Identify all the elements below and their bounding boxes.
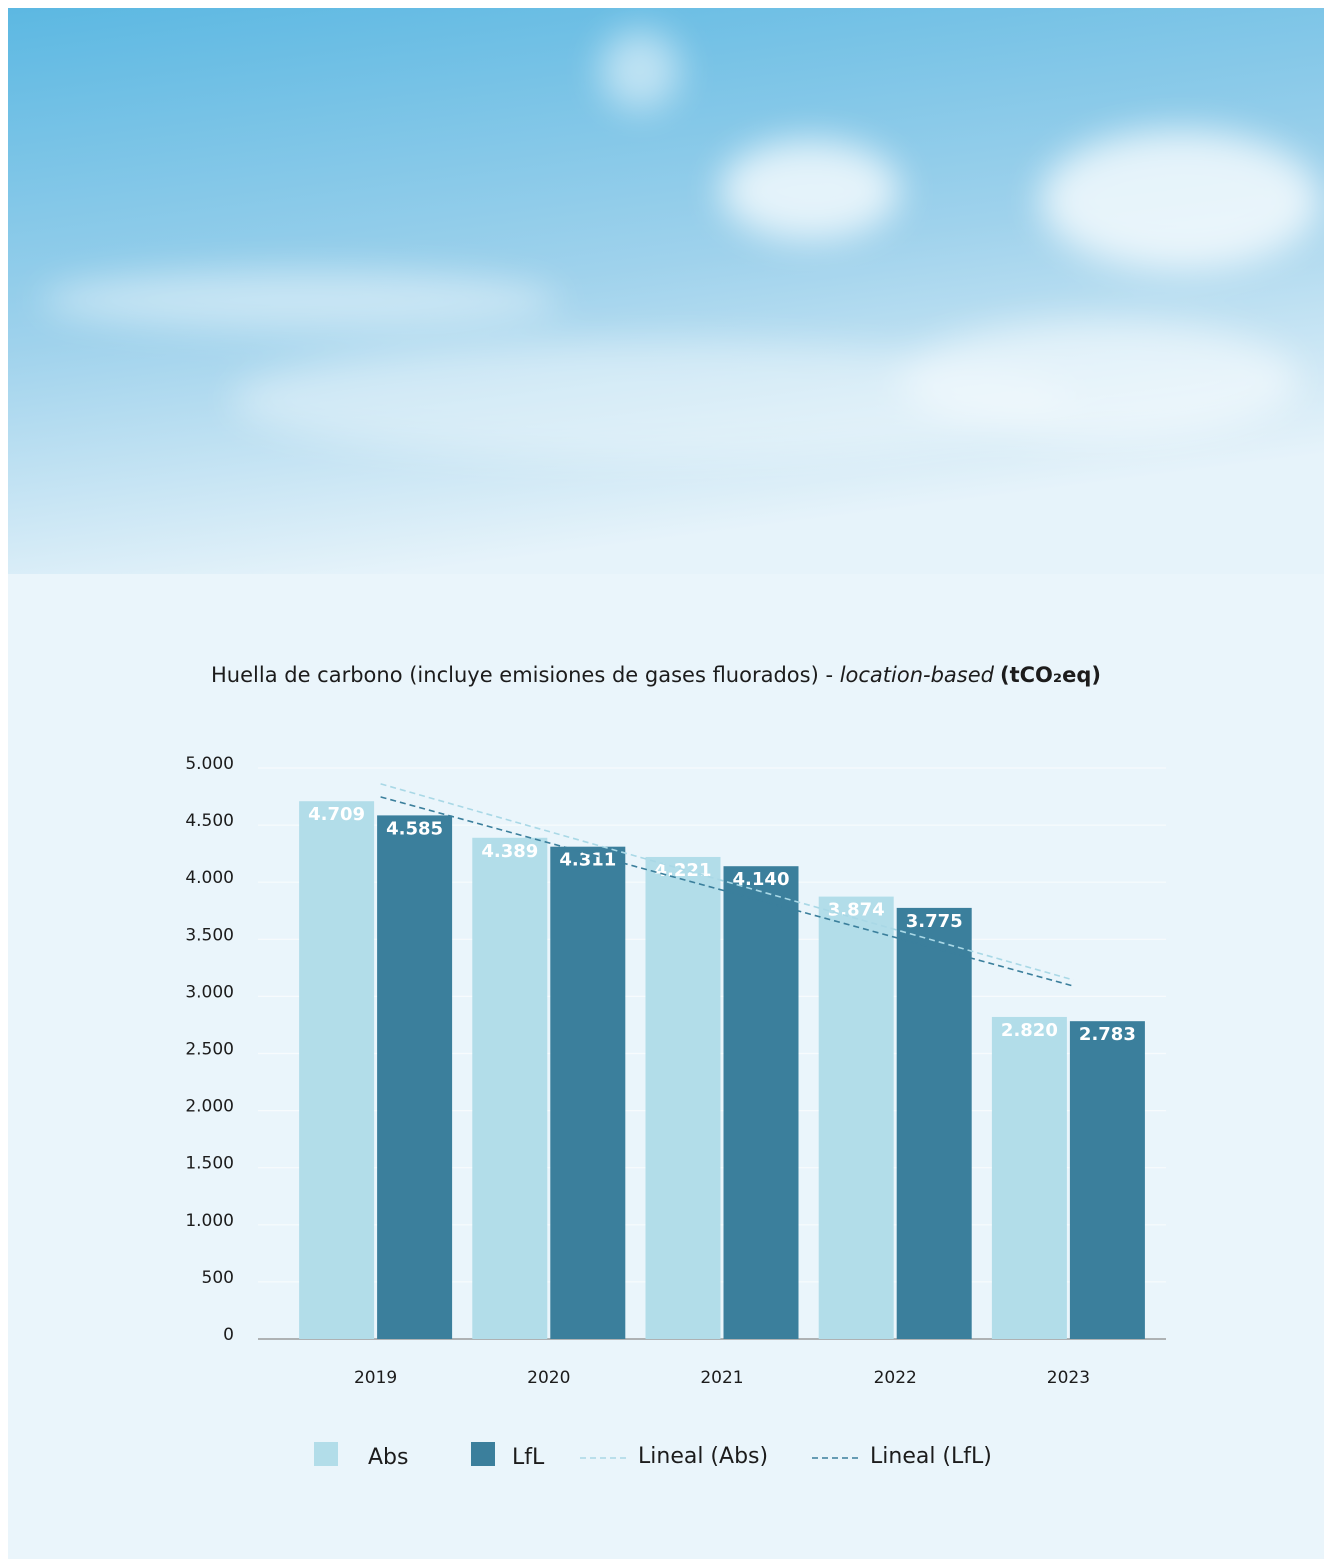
y-tick-label: 1.000 [185,1211,234,1231]
bar [299,801,375,1339]
data-label: 2.783 [1079,1024,1136,1045]
trend-line [380,783,1074,981]
legend-label: LfL [512,1445,545,1470]
y-tick-label: 500 [202,1268,234,1288]
y-tick-label: 2.500 [185,1040,234,1060]
clouds [40,30,1320,460]
bar [645,856,721,1339]
legend-label: Lineal (LfL) [870,1444,992,1469]
chart-title: Huella de carbono (incluye emisiones de … [211,663,1101,687]
y-tick-label: 4.000 [185,868,234,888]
legend-label: Lineal (Abs) [638,1444,768,1469]
bar [472,837,548,1339]
data-label: 4.140 [733,869,790,890]
data-label: 4.311 [559,850,616,871]
data-label: 4.221 [655,860,712,881]
x-tick-label: 2020 [527,1368,570,1388]
x-tick-label: 2022 [874,1368,917,1388]
bar [991,1016,1067,1339]
data-label: 4.389 [481,841,538,862]
y-tick-label: 3.500 [185,925,234,945]
y-tick-label: 2.000 [185,1097,234,1117]
legend-swatch [471,1442,495,1466]
data-label: 4.709 [308,804,365,825]
y-tick-label: 4.500 [185,811,234,831]
x-tick-label: 2021 [700,1368,743,1388]
x-tick-label: 2023 [1047,1368,1090,1388]
y-tick-label: 0 [223,1325,234,1345]
bar [818,896,894,1339]
y-tick-label: 1.500 [185,1154,234,1174]
data-label: 3.874 [828,900,885,921]
bar [723,866,799,1339]
data-label: 4.585 [386,818,443,839]
data-label: 3.775 [906,911,963,932]
title-main: Huella de carbono (incluye emisiones de … [211,663,840,687]
x-tick-label: 2019 [354,1368,397,1388]
y-tick-label: 3.000 [185,982,234,1002]
title-unit: (tCO₂eq) [1000,663,1101,687]
bar [896,907,972,1339]
legend-label: Abs [368,1445,408,1470]
bar [550,846,626,1339]
legend-swatch [314,1442,338,1466]
bar [1069,1021,1145,1339]
y-tick-label: 5.000 [185,754,234,774]
title-emphasis: location-based [840,663,995,687]
data-label: 2.820 [1001,1020,1058,1041]
bar [377,815,453,1339]
